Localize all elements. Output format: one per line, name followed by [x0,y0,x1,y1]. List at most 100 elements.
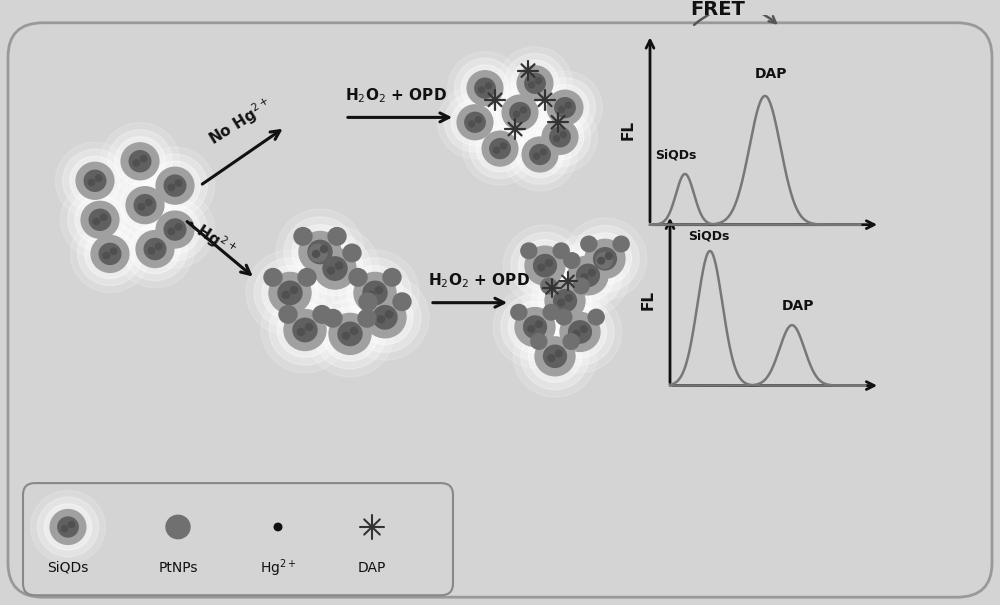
Circle shape [323,257,347,280]
Text: FRET: FRET [690,0,745,19]
Circle shape [383,269,401,286]
Circle shape [145,200,152,206]
Circle shape [489,83,551,142]
Circle shape [357,290,413,345]
Circle shape [290,287,298,293]
Text: DAP: DAP [755,67,788,82]
Circle shape [279,306,297,323]
Circle shape [331,250,419,336]
Circle shape [501,293,569,361]
Circle shape [565,295,572,301]
Circle shape [254,258,326,328]
Circle shape [541,278,557,293]
Text: SiQDs: SiQDs [47,561,89,575]
Text: H$_2$O$_2$ + OPD: H$_2$O$_2$ + OPD [428,271,530,290]
Circle shape [140,155,147,162]
Circle shape [37,497,99,557]
Circle shape [555,97,575,117]
Circle shape [284,310,326,350]
Circle shape [103,252,110,259]
Circle shape [536,114,584,160]
Circle shape [469,121,475,127]
Circle shape [143,154,207,217]
Circle shape [175,224,182,230]
Circle shape [605,253,612,260]
Circle shape [308,240,332,264]
Circle shape [541,85,589,131]
Text: DAP: DAP [782,298,814,313]
Circle shape [63,149,127,212]
Circle shape [129,151,151,172]
Circle shape [561,249,615,301]
Circle shape [309,244,327,262]
Circle shape [93,218,100,224]
Circle shape [156,211,194,248]
Circle shape [553,243,569,258]
Circle shape [75,195,125,244]
Circle shape [314,299,386,369]
Circle shape [126,187,164,224]
Circle shape [269,295,341,365]
Circle shape [155,243,162,250]
Circle shape [524,316,546,338]
Text: No Hg$^{2+}$: No Hg$^{2+}$ [205,94,277,149]
Circle shape [298,269,316,286]
Circle shape [581,274,588,281]
Text: DAP: DAP [358,561,386,575]
Circle shape [504,53,566,113]
Circle shape [324,310,342,327]
Circle shape [328,227,346,245]
Circle shape [463,112,537,185]
Circle shape [343,244,361,262]
Circle shape [476,125,524,172]
Circle shape [523,100,597,174]
Circle shape [143,198,207,261]
Circle shape [108,129,172,193]
Circle shape [528,330,582,382]
Circle shape [136,231,174,267]
Circle shape [573,330,580,337]
Circle shape [475,78,495,98]
FancyBboxPatch shape [8,23,992,597]
Circle shape [150,161,200,210]
Circle shape [530,145,550,165]
Circle shape [115,211,195,287]
Circle shape [246,250,334,336]
Circle shape [500,143,506,149]
Circle shape [580,326,587,333]
Circle shape [548,355,555,362]
Circle shape [277,302,333,358]
Circle shape [573,278,589,293]
Circle shape [62,526,68,532]
Circle shape [99,243,121,264]
Circle shape [534,255,556,276]
Circle shape [513,316,597,397]
Circle shape [44,504,92,550]
Circle shape [164,219,186,240]
Circle shape [278,281,302,305]
Circle shape [294,227,312,245]
Circle shape [100,123,180,200]
Circle shape [467,71,503,105]
Circle shape [138,204,145,210]
Circle shape [274,523,282,531]
Circle shape [528,325,535,332]
Circle shape [503,225,587,306]
Circle shape [485,83,491,89]
Circle shape [70,156,120,205]
Circle shape [469,119,531,178]
Circle shape [393,293,411,310]
Circle shape [577,264,599,287]
Circle shape [144,238,166,260]
Circle shape [134,195,156,216]
Text: • Hg$^{2+}$: • Hg$^{2+}$ [180,212,239,261]
Text: SiQDs: SiQDs [655,148,696,162]
Circle shape [347,266,403,320]
Circle shape [375,287,383,293]
Circle shape [50,509,86,544]
Circle shape [508,301,562,353]
Circle shape [569,321,591,343]
Circle shape [509,125,571,185]
Circle shape [78,222,142,286]
Circle shape [517,66,553,100]
